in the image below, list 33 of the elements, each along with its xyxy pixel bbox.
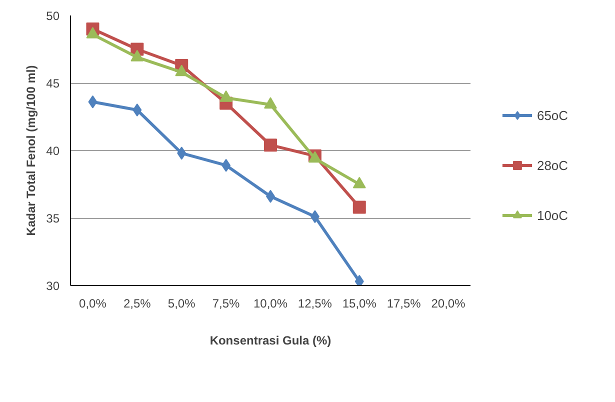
point <box>310 210 320 224</box>
point <box>352 176 366 188</box>
point <box>354 274 364 286</box>
y-axis-title: Kadar Total Fenol (mg/100 ml) <box>24 65 38 236</box>
point <box>88 95 98 108</box>
y-tick-label: 45 <box>46 76 60 90</box>
point <box>264 97 277 109</box>
x-tick-label: 2,5% <box>123 296 152 310</box>
point <box>175 64 188 76</box>
point <box>132 104 142 116</box>
x-tick-label: 20,0% <box>431 296 466 310</box>
point <box>86 26 100 38</box>
point <box>220 90 233 102</box>
legend-label: 10oC <box>536 208 568 222</box>
legend-label: 28oC <box>536 158 568 172</box>
x-axis-title: Konsentrasi Gula (%) <box>210 334 332 348</box>
point <box>352 200 366 214</box>
x-tick-label: 17,5% <box>386 296 422 310</box>
point <box>130 50 144 62</box>
legend-label: 65oC <box>536 108 568 122</box>
x-tick-label: 12,5% <box>298 296 332 310</box>
y-tick-label: 50 <box>46 9 60 23</box>
x-tick-label: 5,0% <box>168 296 196 310</box>
y-tick-label: 30 <box>46 279 60 293</box>
x-tick-label: 0,0% <box>79 296 107 310</box>
point <box>177 146 186 160</box>
x-tick-label: 15,0% <box>342 296 377 310</box>
point <box>264 138 277 152</box>
point <box>222 158 231 172</box>
y-tick-label: 35 <box>46 212 60 226</box>
x-tick-label: 7,5% <box>212 296 240 310</box>
x-tick-label: 10,0% <box>253 296 288 310</box>
y-tick-label: 40 <box>46 144 60 158</box>
